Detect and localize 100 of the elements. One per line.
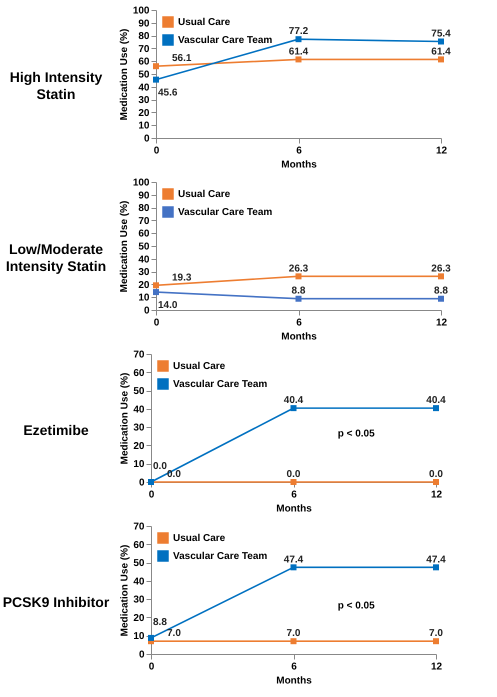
- y-tick-label: 0: [144, 134, 150, 144]
- data-label: 7.0: [429, 628, 444, 640]
- y-tick-label: 70: [133, 350, 145, 360]
- data-label: 0.0: [286, 469, 301, 480]
- annotation: p < 0.05: [338, 428, 376, 440]
- legend-label: Vascular Care Team: [178, 35, 272, 46]
- x-tick-label: 0: [154, 318, 160, 328]
- y-tick-label: 0: [144, 306, 150, 316]
- y-tick-label: 80: [138, 31, 150, 42]
- text: High Intensity Statin: [8, 69, 104, 103]
- data-label: 40.4: [426, 395, 446, 406]
- data-label: 8.8: [434, 286, 448, 297]
- data-label: 77.2: [288, 26, 309, 38]
- y-tick-label: 10: [138, 292, 150, 304]
- y-tick-label: 30: [133, 594, 145, 606]
- point: [153, 282, 159, 288]
- y-axis-title: Medication Use (%): [118, 28, 130, 120]
- y-tick-label: 0: [138, 650, 145, 660]
- y-tick-label: 90: [138, 18, 150, 30]
- y-tick-label: 80: [138, 203, 150, 214]
- text: Low/Moderate Intensity Statin: [4, 241, 108, 275]
- text: PCSK9 Inhibitor: [2, 594, 110, 610]
- data-label: 47.4: [426, 554, 446, 566]
- y-tick-label: 50: [138, 242, 150, 252]
- data-label: 26.3: [431, 263, 452, 274]
- data-label: 14.0: [158, 300, 178, 312]
- data-label: 8.8: [153, 616, 168, 628]
- y-tick-label: 50: [133, 558, 145, 570]
- y-tick-label: 100: [132, 6, 150, 16]
- x-axis-title: Months: [276, 504, 312, 514]
- data-label: 40.4: [284, 395, 304, 406]
- y-tick-label: 70: [133, 522, 145, 532]
- point: [438, 296, 444, 302]
- point: [153, 289, 159, 296]
- data-label: 75.4: [431, 28, 452, 40]
- point: [433, 638, 439, 644]
- y-tick-label: 90: [138, 190, 150, 202]
- data-label: 26.3: [288, 263, 309, 274]
- y-tick-label: 20: [138, 280, 150, 291]
- y-tick-label: 70: [138, 44, 150, 55]
- y-tick-label: 20: [133, 612, 145, 624]
- legend-label: Usual Care: [173, 361, 226, 372]
- point: [438, 273, 444, 280]
- data-label: 45.6: [158, 88, 178, 99]
- y-axis-title: Medication Use (%): [119, 372, 130, 464]
- x-axis-title: Months: [281, 160, 318, 170]
- point: [438, 56, 444, 62]
- point: [290, 564, 296, 570]
- x-axis-title: Months: [281, 332, 318, 342]
- y-tick-label: 60: [138, 56, 150, 68]
- y-tick-label: 60: [133, 540, 145, 551]
- data-label: 61.4: [431, 46, 452, 58]
- annotation: p < 0.05: [338, 600, 376, 612]
- data-label: 47.4: [284, 554, 304, 566]
- y-tick-label: 30: [133, 422, 145, 434]
- data-label: 61.4: [288, 46, 309, 58]
- point: [438, 38, 444, 44]
- y-tick-label: 20: [138, 108, 150, 119]
- y-tick-label: 10: [138, 120, 150, 132]
- x-tick-label: 6: [291, 490, 298, 500]
- data-label: 0.0: [153, 461, 168, 472]
- x-tick-label: 12: [430, 490, 442, 500]
- x-axis-title: Months: [276, 676, 312, 686]
- point: [148, 634, 154, 641]
- legend-label: Vascular Care Team: [173, 551, 268, 562]
- legend-label: Usual Care: [178, 189, 231, 200]
- data-label: 56.1: [172, 53, 192, 64]
- data-label: 7.0: [167, 628, 182, 640]
- y-tick-label: 30: [138, 267, 150, 278]
- y-tick-label: 10: [133, 459, 145, 470]
- y-tick-label: 100: [132, 178, 150, 188]
- y-tick-label: 30: [138, 95, 150, 106]
- data-label: 8.8: [292, 286, 306, 297]
- y-axis-title: Medication Use (%): [118, 200, 130, 292]
- y-tick-label: 70: [138, 216, 150, 227]
- x-tick-label: 12: [436, 146, 448, 156]
- x-tick-label: 0: [154, 146, 160, 156]
- x-tick-label: 12: [430, 662, 442, 672]
- y-tick-label: 10: [133, 631, 145, 642]
- point: [290, 638, 296, 644]
- y-tick-label: 60: [133, 368, 145, 379]
- point: [153, 63, 159, 70]
- y-tick-label: 50: [133, 386, 145, 398]
- x-tick-label: 12: [436, 318, 448, 328]
- legend-label: Vascular Care Team: [178, 207, 272, 218]
- y-tick-label: 50: [138, 70, 150, 80]
- y-tick-label: 40: [138, 254, 150, 266]
- legend-label: Vascular Care Team: [173, 379, 268, 390]
- point: [296, 273, 302, 280]
- y-axis-title: Medication Use (%): [119, 544, 130, 636]
- data-label: 0.0: [167, 469, 182, 480]
- data-label: 19.3: [172, 272, 192, 284]
- y-tick-label: 0: [138, 478, 145, 488]
- point: [296, 56, 302, 62]
- legend-label: Usual Care: [178, 17, 231, 28]
- point: [153, 76, 159, 83]
- point: [433, 564, 439, 570]
- data-label: 7.0: [286, 628, 301, 640]
- x-tick-label: 6: [296, 146, 302, 156]
- text: Ezetimibe: [22, 422, 90, 438]
